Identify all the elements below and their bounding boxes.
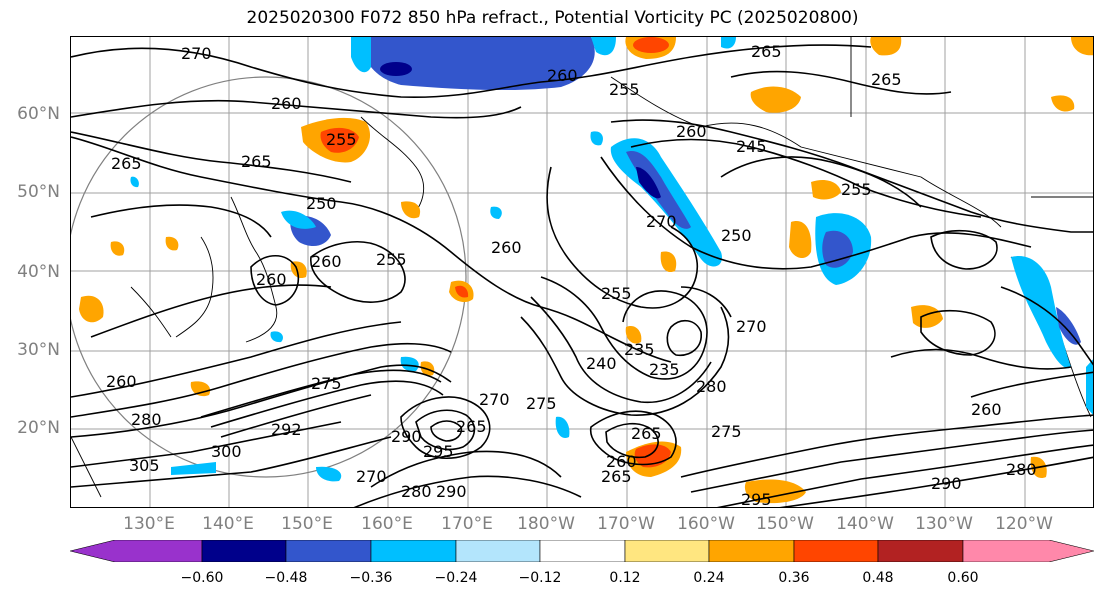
contour-label: 245 [736,137,767,156]
contour-label: 240 [586,354,617,373]
contour-label: 265 [241,152,272,171]
contour-label: 270 [479,390,510,409]
contour-label: 292 [271,420,302,439]
colorbar [70,540,1094,562]
lon-label-120w: 120°W [995,514,1053,534]
contour-label: 270 [181,44,212,63]
contour-label: 260 [606,452,637,471]
contour-label: 255 [601,284,632,303]
contour-label: 290 [931,474,962,493]
colorbar-segment [70,540,203,562]
contour-label: 265 [631,424,662,443]
lon-label-150e: 150°E [281,514,333,534]
colorbar-tick: 0.24 [693,570,725,586]
colorbar-segment [793,540,879,562]
map-panel: 270 265 260 255 265 265 265 260 260 255 … [70,36,1094,508]
colorbar-tick: −0.24 [434,570,478,586]
colorbar-segment [455,540,541,562]
range-ring [71,76,467,478]
contour-label: 265 [601,467,632,486]
colorbar-tick: −0.12 [518,570,562,586]
contour-label: 260 [547,66,578,85]
contour-label: 255 [326,130,357,149]
contour-label: 280 [131,410,162,429]
colorbar-tick: −0.36 [349,570,393,586]
lon-label-150w: 150°W [756,514,814,534]
contour-label: 275 [526,394,557,413]
contour-label: 265 [871,70,902,89]
contour-label: 235 [624,340,655,359]
lon-label-170w: 170°W [597,514,655,534]
map-title: 2025020300 F072 850 hPa refract., Potent… [246,8,859,28]
colorbar-segment [962,540,1094,562]
lon-label-160w: 160°W [677,514,735,534]
contour-label: 265 [456,417,487,436]
contour-label: 260 [256,270,287,289]
contour-label: 295 [741,490,772,508]
colorbar-tick: 0.48 [862,570,894,586]
contours [71,44,1093,507]
contour-label: 275 [711,422,742,441]
lon-label-170e: 170°E [441,514,493,534]
colorbar-segment [877,540,964,562]
colorbar-segment [539,540,626,562]
pv-shading [130,37,1093,482]
contour-label: 270 [646,212,677,231]
colorbar-tick: −0.60 [180,570,224,586]
contour-label: 260 [271,94,302,113]
colorbar-tick: 0.36 [778,570,810,586]
lat-label-40n: 40°N [17,262,60,282]
colorbar-segment [624,540,710,562]
contour-labels: 270 265 260 255 265 265 265 260 260 255 … [106,42,1037,508]
map-canvas: 270 265 260 255 265 265 265 260 260 255 … [71,37,1093,508]
contour-label: 235 [649,360,680,379]
contour-label: 270 [736,317,767,336]
lat-label-20n: 20°N [17,418,60,438]
contour-label: 265 [111,154,142,173]
colorbar-tick: 0.12 [609,570,641,586]
colorbar-segment [708,540,795,562]
contour-label: 255 [609,80,640,99]
contour-label: 250 [306,194,337,213]
lat-label-30n: 30°N [17,340,60,360]
contour-label: 275 [311,374,342,393]
colorbar-segment [201,540,287,562]
lat-label-50n: 50°N [17,182,60,202]
contour-label: 290 [436,482,467,501]
lat-label-60n: 60°N [17,104,60,124]
contour-label: 290 [391,427,422,446]
lon-label-140w: 140°W [836,514,894,534]
colorbar-segment [285,540,372,562]
contour-label: 250 [721,226,752,245]
contour-label: 260 [491,238,522,257]
contour-label: 265 [751,42,782,61]
contour-label: 280 [401,482,432,501]
lon-label-130w: 130°W [915,514,973,534]
contour-label: 280 [696,377,727,396]
lon-label-140e: 140°E [202,514,254,534]
contour-label: 260 [106,372,137,391]
lon-label-160e: 160°E [361,514,413,534]
colorbar-segment [370,540,457,562]
lon-label-180w: 180°W [517,514,575,534]
contour-label: 255 [376,250,407,269]
contour-label: 280 [1006,460,1037,479]
contour-label: 270 [356,467,387,486]
contour-label: 305 [129,456,160,475]
contour-label: 260 [311,252,342,271]
colorbar-tick: −0.48 [264,570,308,586]
contour-label: 300 [211,442,242,461]
contour-label: 260 [971,400,1002,419]
contour-label: 255 [841,180,872,199]
graticule [71,37,1093,507]
contour-label: 260 [676,122,707,141]
colorbar-tick: 0.60 [947,570,979,586]
coastlines [71,37,1093,498]
lon-label-130e: 130°E [123,514,175,534]
contour-label: 295 [423,442,454,461]
